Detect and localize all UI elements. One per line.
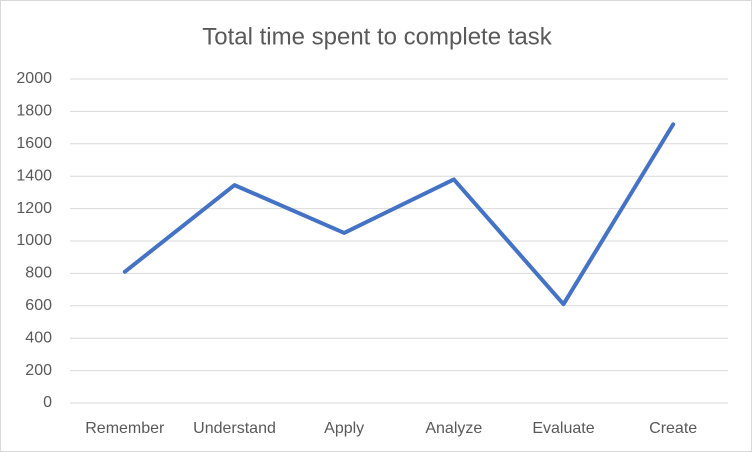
y-tick-label: 200 (25, 362, 52, 379)
data-line (122, 122, 676, 307)
y-tick-label: 1400 (16, 167, 52, 184)
x-tick-label: Analyze (425, 420, 482, 437)
y-tick-label: 1200 (16, 200, 52, 217)
y-tick-label: 400 (25, 329, 52, 346)
y-tick-label: 1800 (16, 103, 52, 120)
y-tick-label: 600 (25, 297, 52, 314)
y-tick-label: 1000 (16, 232, 52, 249)
x-tick-label: Understand (193, 420, 276, 437)
x-tick-label: Evaluate (532, 420, 594, 437)
x-tick-label: Apply (324, 420, 364, 437)
x-tick-label: Remember (85, 420, 165, 437)
chart-title: Total time spent to complete task (202, 23, 553, 50)
y-tick-label: 800 (25, 265, 52, 282)
x-tick-label: Create (649, 420, 697, 437)
y-tick-label: 1600 (16, 135, 52, 152)
y-tick-label: 2000 (16, 70, 52, 87)
y-tick-label: 0 (43, 394, 52, 411)
